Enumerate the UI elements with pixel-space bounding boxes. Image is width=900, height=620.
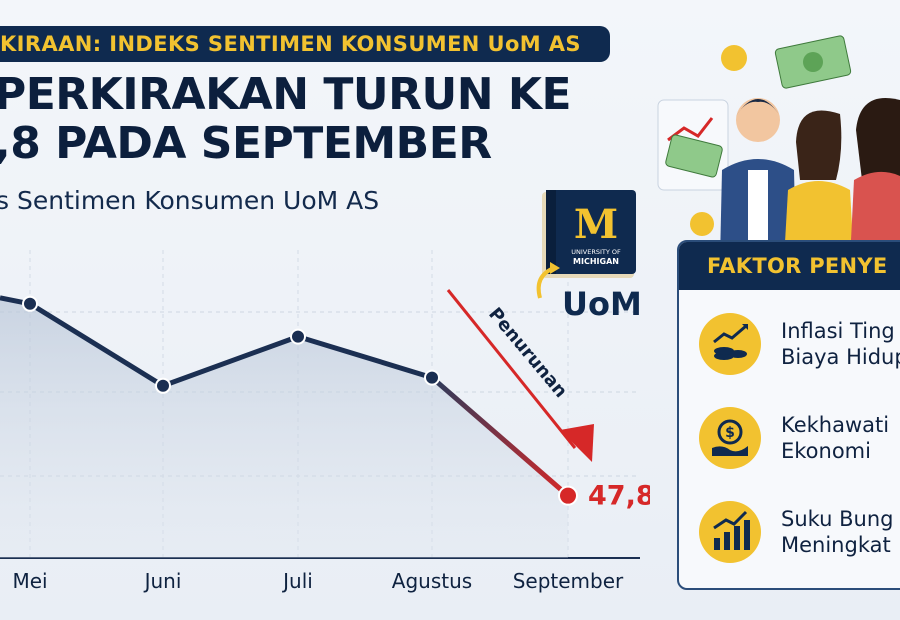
book-letter: M <box>574 201 618 248</box>
x-tick-label: Agustus <box>392 569 472 593</box>
inflation-coins-icon <box>699 313 761 375</box>
chart-points <box>22 295 578 506</box>
x-tick-label: September <box>513 569 624 593</box>
down-arrow-shaft <box>446 289 577 449</box>
dollar-hand-icon: $ <box>699 407 761 469</box>
factors-panel: FAKTOR PENYE Inflasi Ting Biaya Hidup $ <box>677 240 900 590</box>
factor-1-line-2: Biaya Hidup <box>781 345 900 369</box>
rising-bars-icon <box>699 501 761 563</box>
factors-title: FAKTOR PENYE <box>707 254 888 278</box>
factor-1-line-1: Inflasi Ting <box>781 319 895 343</box>
chart-subtitle: s Sentimen Konsumen UoM AS <box>0 186 380 215</box>
headline-line-1: PERKIRAKAN TURUN KE <box>0 69 572 120</box>
data-point-september <box>558 485 578 506</box>
chart-x-labels: Mei Juni Juli Agustus September <box>12 569 624 593</box>
data-point-juli <box>290 328 306 345</box>
factor-3-line-1: Suku Bung <box>781 507 894 531</box>
title-banner: KIRAAN: INDEKS SENTIMEN KONSUMEN UoM AS <box>0 26 610 62</box>
x-tick-label: Mei <box>12 569 47 593</box>
worried-people-illustration <box>657 35 900 260</box>
uom-label: UoM <box>562 285 642 323</box>
headline: PERKIRAKAN TURUN KE ,8 PADA SEPTEMBER <box>0 70 654 168</box>
factor-item-economy: $ Kekhawati Ekonomi <box>699 398 900 478</box>
factor-2-line-2: Ekonomi <box>781 439 871 463</box>
book-caption-2: MICHIGAN <box>573 257 619 266</box>
svg-text:$: $ <box>725 425 735 441</box>
data-point-agustus <box>424 369 440 386</box>
data-point-juni <box>155 377 171 394</box>
book-caption-1: UNIVERSITY OF <box>571 248 621 256</box>
series-line-drop <box>430 375 570 498</box>
data-point-mei <box>22 295 38 312</box>
down-arrow-icon <box>560 424 594 462</box>
factor-2-line-1: Kekhawati <box>781 413 890 437</box>
highlight-value-label: 47,8 <box>588 481 650 512</box>
line-chart: Mei Juni Juli Agustus September Penurunan47,… <box>0 250 650 593</box>
factor-item-interest: Suku Bung Meningkat <box>699 492 900 572</box>
michigan-book-logo: M UNIVERSITY OF MICHIGAN <box>536 190 636 299</box>
headline-line-2: ,8 PADA SEPTEMBER <box>0 118 492 169</box>
factor-3-line-2: Meningkat <box>781 533 891 557</box>
banner-text: KIRAAN: INDEKS SENTIMEN KONSUMEN UoM AS <box>0 32 581 56</box>
x-tick-label: Juni <box>143 569 182 593</box>
factor-item-inflation: Inflasi Ting Biaya Hidup <box>699 304 900 384</box>
factors-header: FAKTOR PENYE <box>679 242 900 290</box>
chart-area-fill <box>0 297 568 558</box>
x-tick-label: Juli <box>281 569 313 593</box>
